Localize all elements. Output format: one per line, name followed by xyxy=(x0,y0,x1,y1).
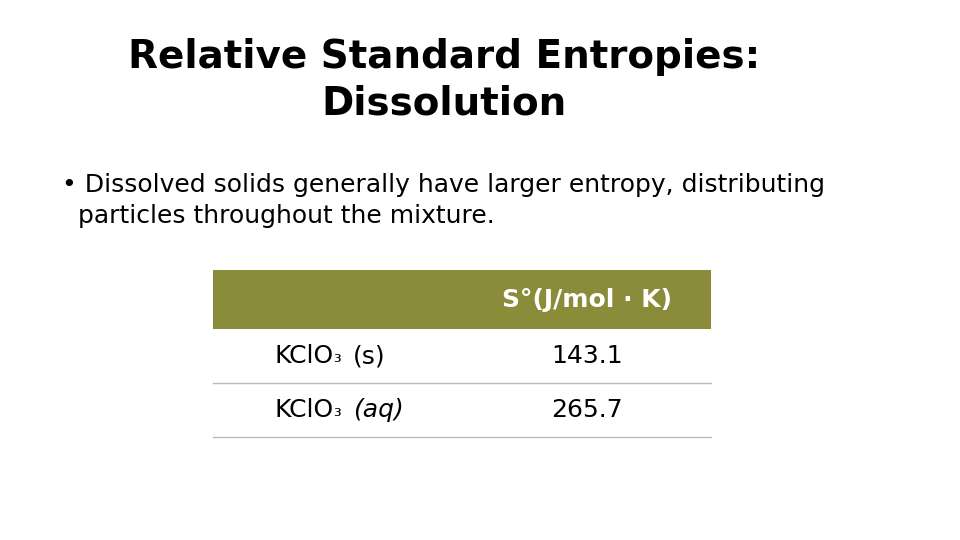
Text: 143.1: 143.1 xyxy=(551,345,622,368)
Text: KClO: KClO xyxy=(275,345,333,368)
Text: ₃: ₃ xyxy=(333,347,341,366)
Text: 265.7: 265.7 xyxy=(551,399,622,422)
FancyBboxPatch shape xyxy=(213,270,711,329)
Text: (s): (s) xyxy=(353,345,386,368)
Text: (aq): (aq) xyxy=(353,399,403,422)
Text: KClO: KClO xyxy=(275,399,333,422)
Text: • Dissolved solids generally have larger entropy, distributing
  particles throu: • Dissolved solids generally have larger… xyxy=(62,173,826,228)
Text: ₃: ₃ xyxy=(333,401,341,420)
Text: Relative Standard Entropies:
Dissolution: Relative Standard Entropies: Dissolution xyxy=(129,38,760,123)
Text: S°(J/mol · K): S°(J/mol · K) xyxy=(502,288,672,312)
